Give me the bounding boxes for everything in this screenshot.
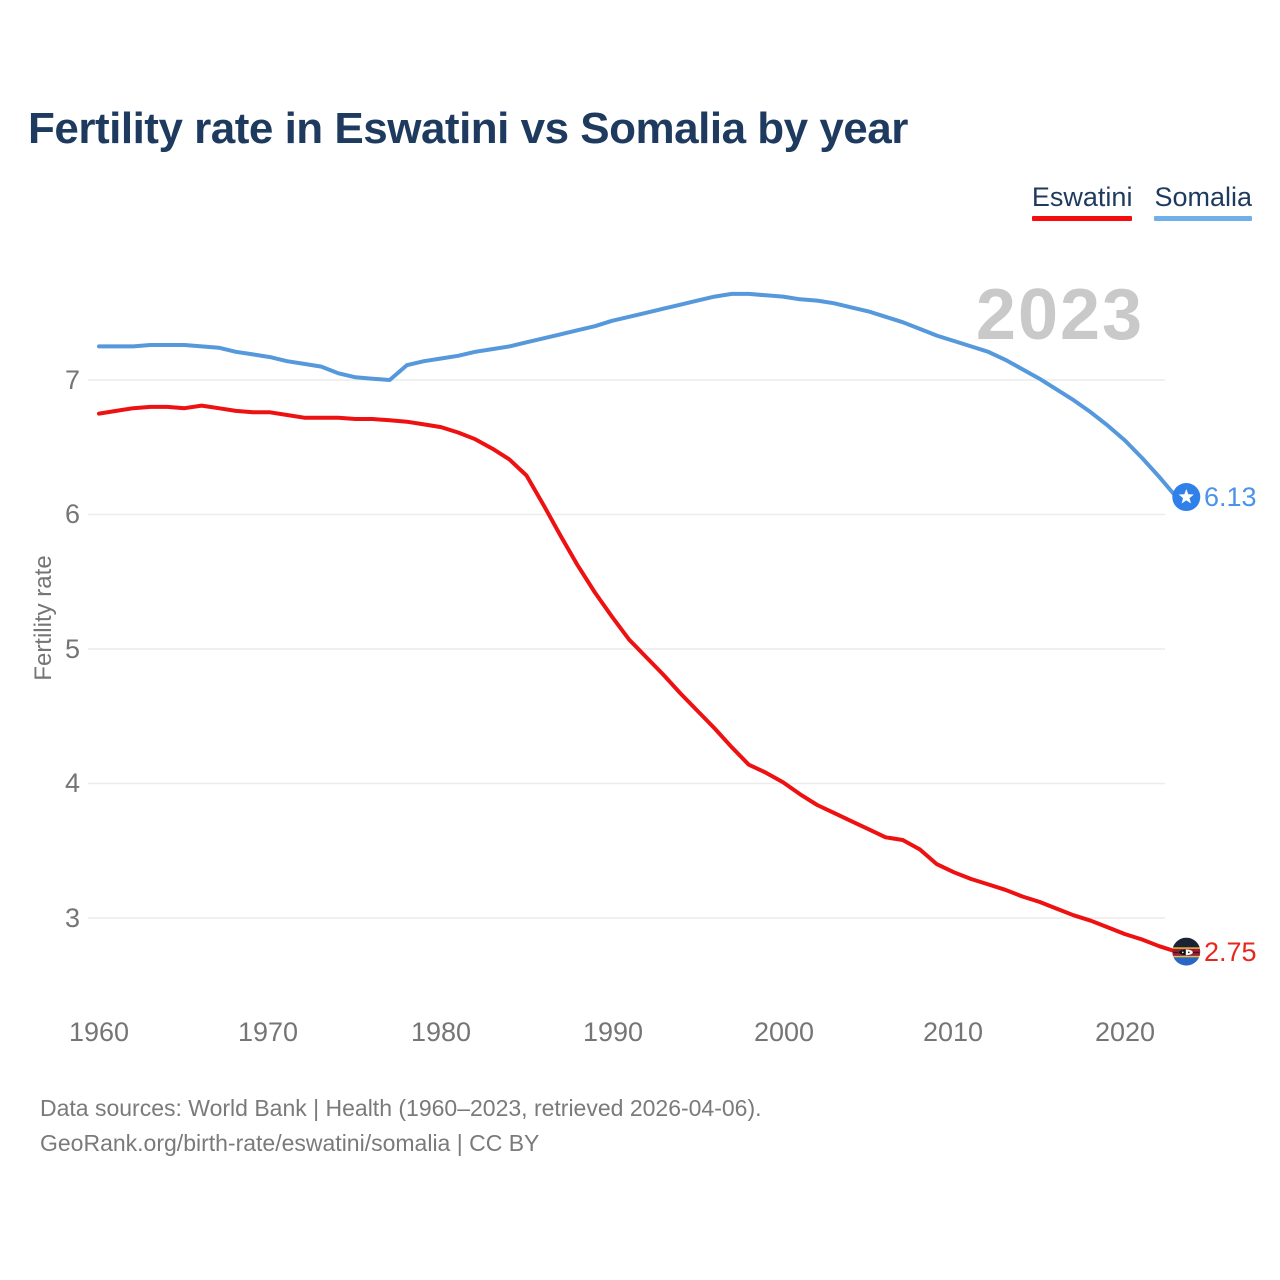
x-tick-label: 1990	[582, 1017, 644, 1047]
legend-label-eswatini: Eswatini	[1031, 182, 1133, 212]
eswatini-end-value: 2.75	[1204, 937, 1257, 967]
year-watermark: 2023	[975, 275, 1145, 355]
somalia-end-value: 6.13	[1204, 482, 1257, 512]
footer: Data sources: World Bank | Health (1960–…	[40, 1091, 762, 1161]
page-title: Fertility rate in Eswatini vs Somalia by…	[28, 104, 908, 153]
y-tick-label: 3	[64, 903, 80, 933]
legend-item-eswatini[interactable]: Eswatini	[1031, 182, 1133, 221]
legend: Eswatini Somalia	[1031, 182, 1252, 221]
legend-item-somalia[interactable]: Somalia	[1154, 184, 1252, 221]
x-tick-label: 2020	[1094, 1017, 1156, 1047]
eswatini-line	[97, 403, 1179, 954]
somalia-flag-marker	[1172, 483, 1201, 512]
footer-sources: Data sources: World Bank | Health (1960–…	[40, 1095, 762, 1121]
eswatini-color-swatch	[1031, 216, 1133, 221]
series-lines	[97, 291, 1179, 954]
x-tick-label: 1960	[68, 1017, 130, 1047]
x-tick-label: 2000	[753, 1017, 815, 1047]
y-tick-label: 4	[64, 768, 80, 798]
somalia-color-swatch	[1154, 216, 1252, 221]
y-tick-label: 7	[64, 365, 80, 395]
y-tick-label: 6	[64, 499, 80, 529]
y-tick-label: 5	[64, 634, 80, 664]
x-tick-label: 2010	[922, 1017, 984, 1047]
legend-label-somalia: Somalia	[1154, 182, 1252, 212]
eswatini-flag-marker	[1172, 937, 1201, 966]
gridlines	[88, 379, 1165, 919]
somalia-line	[97, 291, 1179, 499]
x-tick-label: 1980	[410, 1017, 472, 1047]
footer-link: GeoRank.org/birth-rate/eswatini/somalia …	[40, 1130, 540, 1156]
x-tick-label: 1970	[237, 1017, 299, 1047]
